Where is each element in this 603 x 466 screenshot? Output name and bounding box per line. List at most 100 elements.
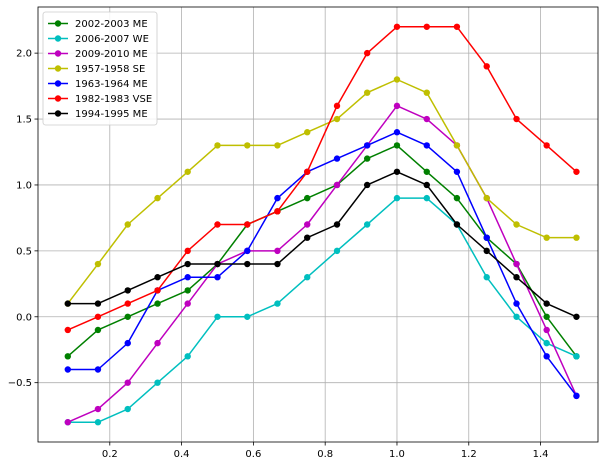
data-point <box>244 247 251 255</box>
data-point <box>543 234 550 241</box>
data-point <box>214 260 221 268</box>
legend-box <box>42 11 158 126</box>
data-point <box>393 168 401 175</box>
axis-ticks: 0.2 0.4 0.6 0.8 1.0 1.2 1.4 −0.5 0.0 0.5 1.0 1.5 2.0 <box>8 49 549 460</box>
data-point <box>154 194 161 202</box>
series-1982-1983-vse <box>64 23 580 334</box>
data-point <box>513 115 520 123</box>
data-point <box>154 274 161 281</box>
data-point <box>363 221 371 228</box>
data-point <box>304 129 311 136</box>
data-point <box>543 313 550 320</box>
data-point <box>363 181 371 189</box>
data-point <box>214 221 221 228</box>
data-point <box>483 234 490 241</box>
data-point <box>543 142 550 149</box>
data-point <box>184 300 191 307</box>
data-point <box>124 287 131 294</box>
data-point <box>393 23 401 30</box>
data-point <box>124 339 131 347</box>
data-point <box>154 300 161 307</box>
data-point <box>274 208 281 215</box>
data-point <box>274 247 281 255</box>
data-point <box>333 155 341 162</box>
legend-swatch-marker <box>54 80 62 87</box>
data-point <box>393 76 401 83</box>
x-tick-label: 0.8 <box>317 449 333 460</box>
data-point <box>513 221 520 228</box>
data-point <box>304 194 311 202</box>
y-tick-label: 2.0 <box>16 49 32 60</box>
data-point <box>333 221 341 228</box>
data-point <box>423 181 430 189</box>
data-point <box>274 300 281 307</box>
data-point <box>124 379 131 386</box>
data-point <box>363 155 371 162</box>
data-point <box>214 274 221 281</box>
legend-swatch-marker <box>54 65 62 72</box>
data-point <box>543 353 550 360</box>
data-point <box>393 102 401 110</box>
x-tick-label: 1.0 <box>389 449 405 460</box>
y-tick-label: 0.0 <box>16 312 32 323</box>
legend-label: 1957-1958 SE <box>75 64 145 75</box>
y-tick-label: 1.5 <box>16 115 32 126</box>
data-point <box>94 419 102 426</box>
data-point <box>184 287 191 294</box>
legend-entry: 2002-2003 ME <box>48 19 148 30</box>
data-point <box>453 168 461 175</box>
data-point <box>543 326 550 334</box>
data-point <box>483 274 490 281</box>
data-point <box>244 313 251 320</box>
data-point <box>274 260 281 268</box>
data-point <box>124 405 131 413</box>
data-point <box>184 260 191 268</box>
data-point <box>94 300 102 307</box>
plot-area-frame <box>37 6 599 443</box>
series-line <box>67 131 578 397</box>
data-point <box>184 168 191 175</box>
data-point <box>304 274 311 281</box>
data-point <box>94 313 102 320</box>
series-line <box>67 197 577 423</box>
data-point <box>393 142 401 149</box>
data-point <box>483 247 490 255</box>
data-point <box>483 63 490 70</box>
series-line <box>67 171 577 318</box>
legend-swatch-marker <box>54 35 62 42</box>
data-point <box>333 115 341 123</box>
series-line <box>67 78 577 305</box>
data-point <box>214 142 221 149</box>
x-tick-label: 1.2 <box>461 449 477 460</box>
data-point <box>333 247 341 255</box>
data-point <box>453 142 461 149</box>
data-point <box>513 300 520 307</box>
data-point <box>363 49 371 57</box>
data-point <box>393 129 401 136</box>
y-tick-label: −0.5 <box>8 378 32 389</box>
data-point <box>543 300 550 307</box>
data-point <box>423 168 430 175</box>
series-1957-1958-se <box>64 76 580 307</box>
data-point <box>64 366 71 373</box>
legend-label: 2002-2003 ME <box>75 19 148 30</box>
data-point <box>304 168 311 175</box>
data-point <box>393 194 401 202</box>
data-point <box>214 313 221 320</box>
data-point <box>154 287 161 294</box>
data-point <box>513 274 520 281</box>
legend-label: 2009-2010 ME <box>75 49 148 60</box>
data-point <box>64 326 71 334</box>
data-point <box>244 142 251 149</box>
data-point <box>184 247 191 255</box>
data-point <box>573 353 580 360</box>
data-point <box>483 194 490 202</box>
legend-entry: 1963-1964 ME <box>48 79 148 90</box>
data-point <box>124 221 131 228</box>
data-point <box>573 234 580 241</box>
data-point <box>274 142 281 149</box>
legend-label: 1982-1983 VSE <box>75 94 152 105</box>
y-tick-label: 0.5 <box>16 246 32 257</box>
legend-label: 2006-2007 WE <box>75 34 149 45</box>
